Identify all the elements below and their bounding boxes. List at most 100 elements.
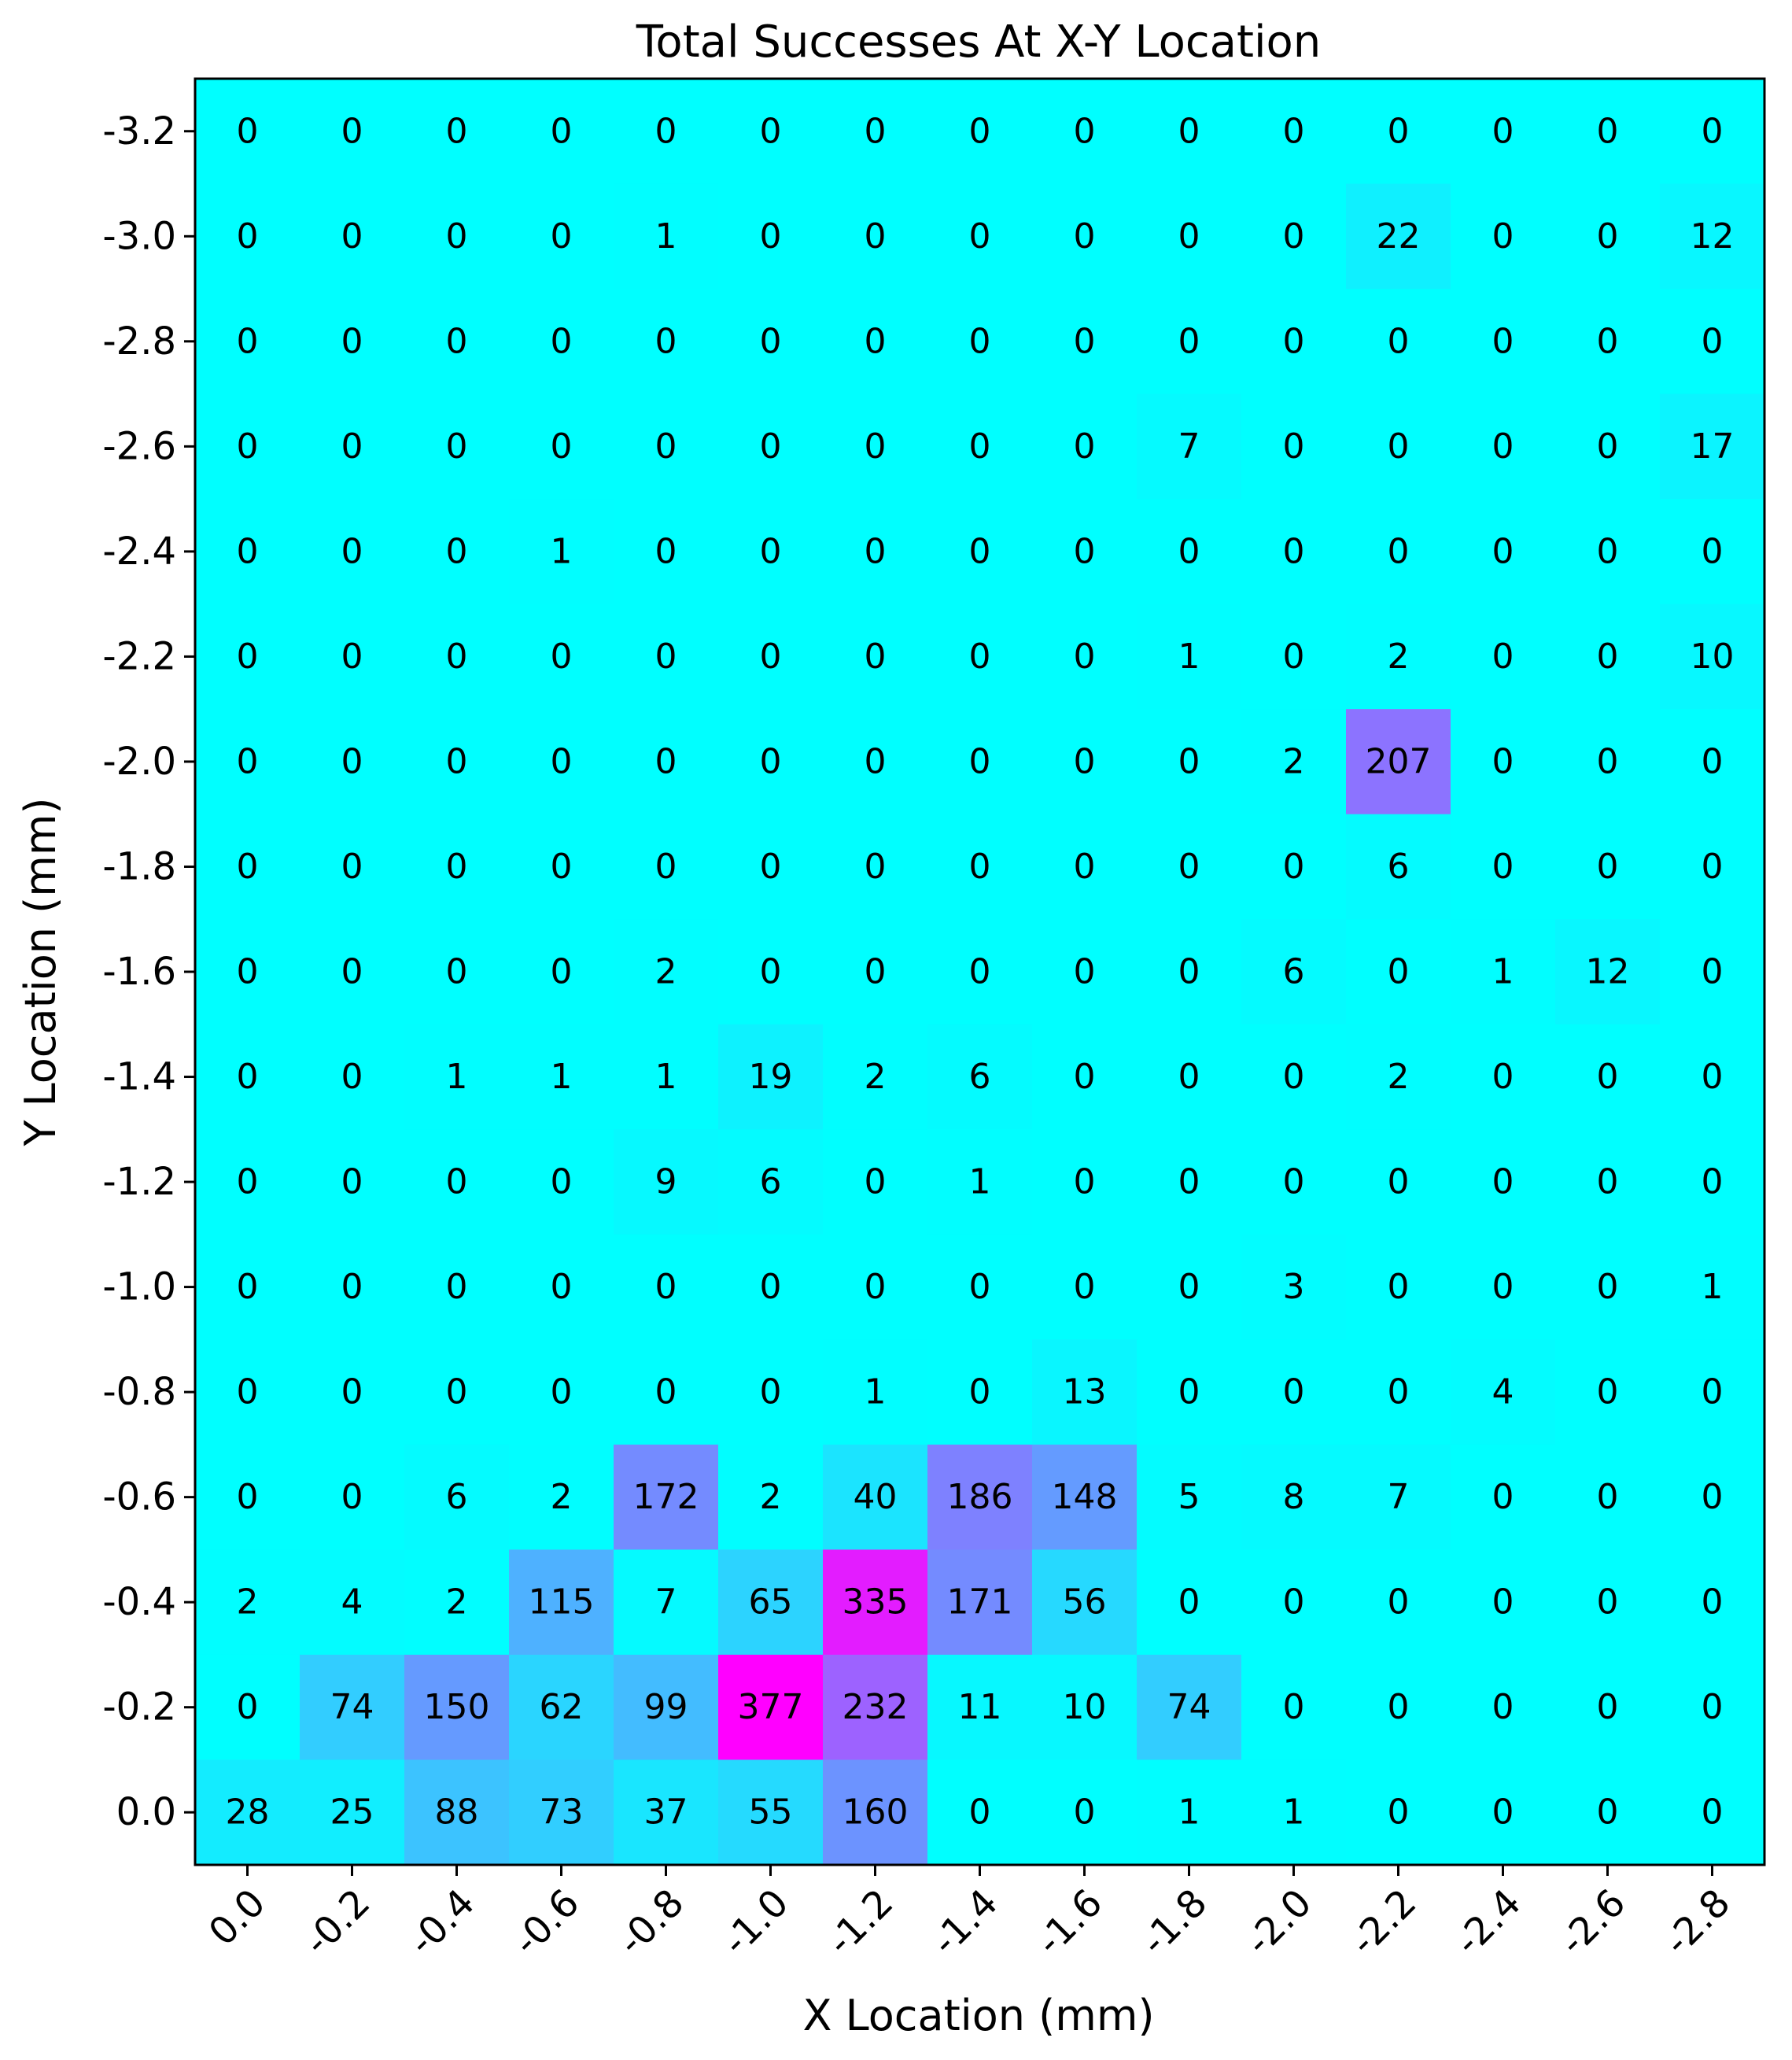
cell-value-label: 0	[1597, 111, 1619, 151]
cell-value-label: 0	[1492, 1162, 1514, 1202]
heatmap-cell	[1346, 1339, 1451, 1445]
cell-value-label: 0	[865, 741, 887, 781]
heatmap-cell	[718, 1654, 824, 1761]
heatmap-cell	[1241, 1759, 1347, 1866]
heatmap-cell	[1346, 814, 1451, 920]
heatmap-cell	[1555, 604, 1661, 710]
heatmap-cell	[1451, 814, 1556, 920]
cell-value-label: 0	[341, 637, 363, 677]
heatmap-cell	[1032, 1234, 1138, 1340]
heatmap-cell	[1032, 814, 1138, 920]
cell-value-label: 0	[1388, 111, 1410, 151]
heatmap-cell	[1451, 919, 1556, 1025]
cell-value-label: 0	[1283, 847, 1305, 887]
heatmap-cell	[1346, 499, 1451, 605]
heatmap-cell	[509, 1024, 614, 1130]
heatmap-cell	[1660, 1234, 1765, 1340]
cell-value-label: 2	[865, 1057, 887, 1097]
x-tick-label: -0.4	[400, 1881, 483, 1964]
heatmap-cell	[1241, 1234, 1347, 1340]
x-tick-label: -0.8	[609, 1881, 692, 1964]
cell-value-label: 0	[1702, 952, 1724, 992]
cell-value-label: 232	[843, 1687, 909, 1727]
heatmap-cell	[404, 814, 510, 920]
heatmap-cell	[718, 814, 824, 920]
cell-value-label: 0	[237, 426, 259, 467]
heatmap-cell	[1032, 1654, 1138, 1761]
heatmap-cell	[509, 604, 614, 710]
cell-value-label: 0	[1388, 1267, 1410, 1307]
y-tick-label: -2.4	[102, 530, 176, 574]
heatmap-cell	[1137, 1024, 1242, 1130]
cell-value-label: 4	[341, 1582, 363, 1623]
cell-value-label: 0	[1178, 847, 1200, 887]
heatmap-cell	[300, 79, 405, 185]
heatmap-cell	[1137, 1129, 1242, 1235]
cell-value-label: 2	[446, 1582, 468, 1623]
cell-value-label: 1	[1283, 1792, 1305, 1833]
cell-value-label: 11	[958, 1687, 1002, 1727]
heatmap-cell	[509, 79, 614, 185]
heatmap-cell	[195, 1759, 301, 1866]
heatmap-cell	[823, 709, 928, 815]
cell-value-label: 0	[551, 637, 573, 677]
heatmap-cell	[195, 1339, 301, 1445]
heatmap-cell	[1137, 919, 1242, 1025]
cell-value-label: 0	[551, 741, 573, 781]
cell-value-label: 0	[1074, 426, 1096, 467]
heatmap-cell	[1451, 1759, 1556, 1866]
cell-value-label: 0	[865, 952, 887, 992]
cell-value-label: 0	[446, 321, 468, 361]
cell-value-label: 207	[1366, 741, 1432, 781]
heatmap-cell	[1241, 79, 1347, 185]
heatmap-cell	[718, 709, 824, 815]
cell-value-label: 65	[749, 1582, 793, 1623]
heatmap-cell	[1451, 289, 1556, 395]
heatmap-cell	[300, 1759, 405, 1866]
cell-value-label: 0	[1702, 1582, 1724, 1623]
heatmap-cell	[1660, 1549, 1765, 1656]
y-tick-label: -0.6	[102, 1475, 176, 1519]
heatmap-cell	[718, 1129, 824, 1235]
y-tick-label: -1.6	[102, 950, 176, 994]
heatmap-cell	[1660, 919, 1765, 1025]
y-tick-label: -2.2	[102, 634, 176, 678]
heatmap-cell	[718, 1759, 824, 1866]
cell-value-label: 0	[341, 1372, 363, 1412]
cell-value-label: 0	[760, 426, 782, 467]
cell-value-label: 0	[969, 637, 991, 677]
cell-value-label: 0	[1597, 1792, 1619, 1833]
heatmap-cell	[1241, 1444, 1347, 1551]
cell-value-label: 5	[1178, 1477, 1200, 1517]
heatmap-cell	[1032, 1024, 1138, 1130]
heatmap-cell	[1346, 604, 1451, 710]
cell-value-label: 0	[969, 1372, 991, 1412]
cell-value-label: 7	[655, 1582, 677, 1623]
cell-value-label: 0	[655, 1267, 677, 1307]
heatmap-cell	[1346, 1444, 1451, 1551]
cell-value-label: 10	[1063, 1687, 1107, 1727]
cell-value-label: 148	[1052, 1477, 1118, 1517]
heatmap-cell	[1555, 709, 1661, 815]
cell-value-label: 0	[1178, 216, 1200, 257]
heatmap-cell	[614, 1339, 719, 1445]
cell-value-label: 0	[655, 741, 677, 781]
heatmap-cell	[927, 1654, 1033, 1761]
cell-value-label: 0	[1283, 1162, 1305, 1202]
y-tick-label: -0.2	[102, 1685, 176, 1730]
heatmap-cell	[1032, 1129, 1138, 1235]
cell-value-label: 2	[1388, 637, 1410, 677]
cell-value-label: 2	[655, 952, 677, 992]
cell-value-label: 0	[969, 1792, 991, 1833]
cell-value-label: 0	[1388, 1687, 1410, 1727]
heatmap-cell	[1137, 1549, 1242, 1656]
cell-value-label: 0	[1492, 1057, 1514, 1097]
cell-value-label: 0	[1492, 531, 1514, 571]
cell-value-label: 0	[237, 1162, 259, 1202]
cell-value-label: 0	[1597, 531, 1619, 571]
heatmap-cell	[718, 1549, 824, 1656]
cell-value-label: 0	[1597, 1057, 1619, 1097]
cell-value-label: 0	[551, 1162, 573, 1202]
heatmap-cell	[823, 1129, 928, 1235]
cell-value-label: 2	[760, 1477, 782, 1517]
